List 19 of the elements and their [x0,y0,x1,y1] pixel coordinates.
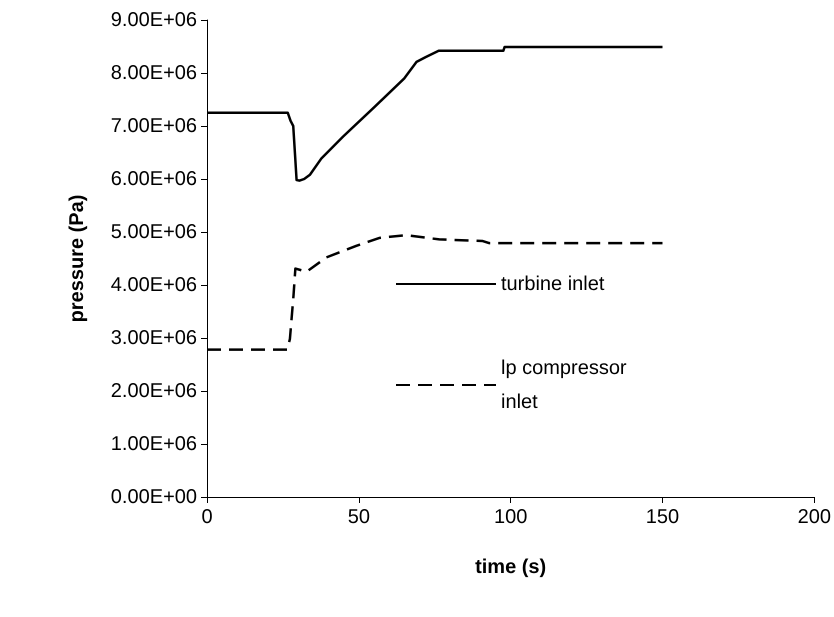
x-tick-label: 50 [348,506,370,528]
y-tick-label: 7.00E+06 [110,115,197,137]
y-tick-label: 4.00E+06 [110,274,197,296]
y-tick-label: 6.00E+06 [110,168,197,190]
y-axis-title: pressure (Pa) [66,194,88,322]
y-tick-label: 1.00E+06 [110,433,197,455]
y-tick-label: 9.00E+06 [110,9,197,31]
x-axis-title: time (s) [475,556,546,578]
y-tick-label: 5.00E+06 [110,221,197,243]
y-tick-label: 0.00E+00 [110,486,197,508]
legend-label: turbine inlet [501,273,605,295]
x-tick-label: 150 [646,506,680,528]
x-tick-label: 0 [201,506,213,528]
legend-label: lp compressor inlet [501,357,632,413]
x-tick-label: 100 [494,506,528,528]
y-tick-label: 8.00E+06 [110,62,197,84]
y-tick-label: 3.00E+06 [110,327,197,349]
x-tick-label: 200 [798,506,832,528]
y-tick-label: 2.00E+06 [110,380,197,402]
